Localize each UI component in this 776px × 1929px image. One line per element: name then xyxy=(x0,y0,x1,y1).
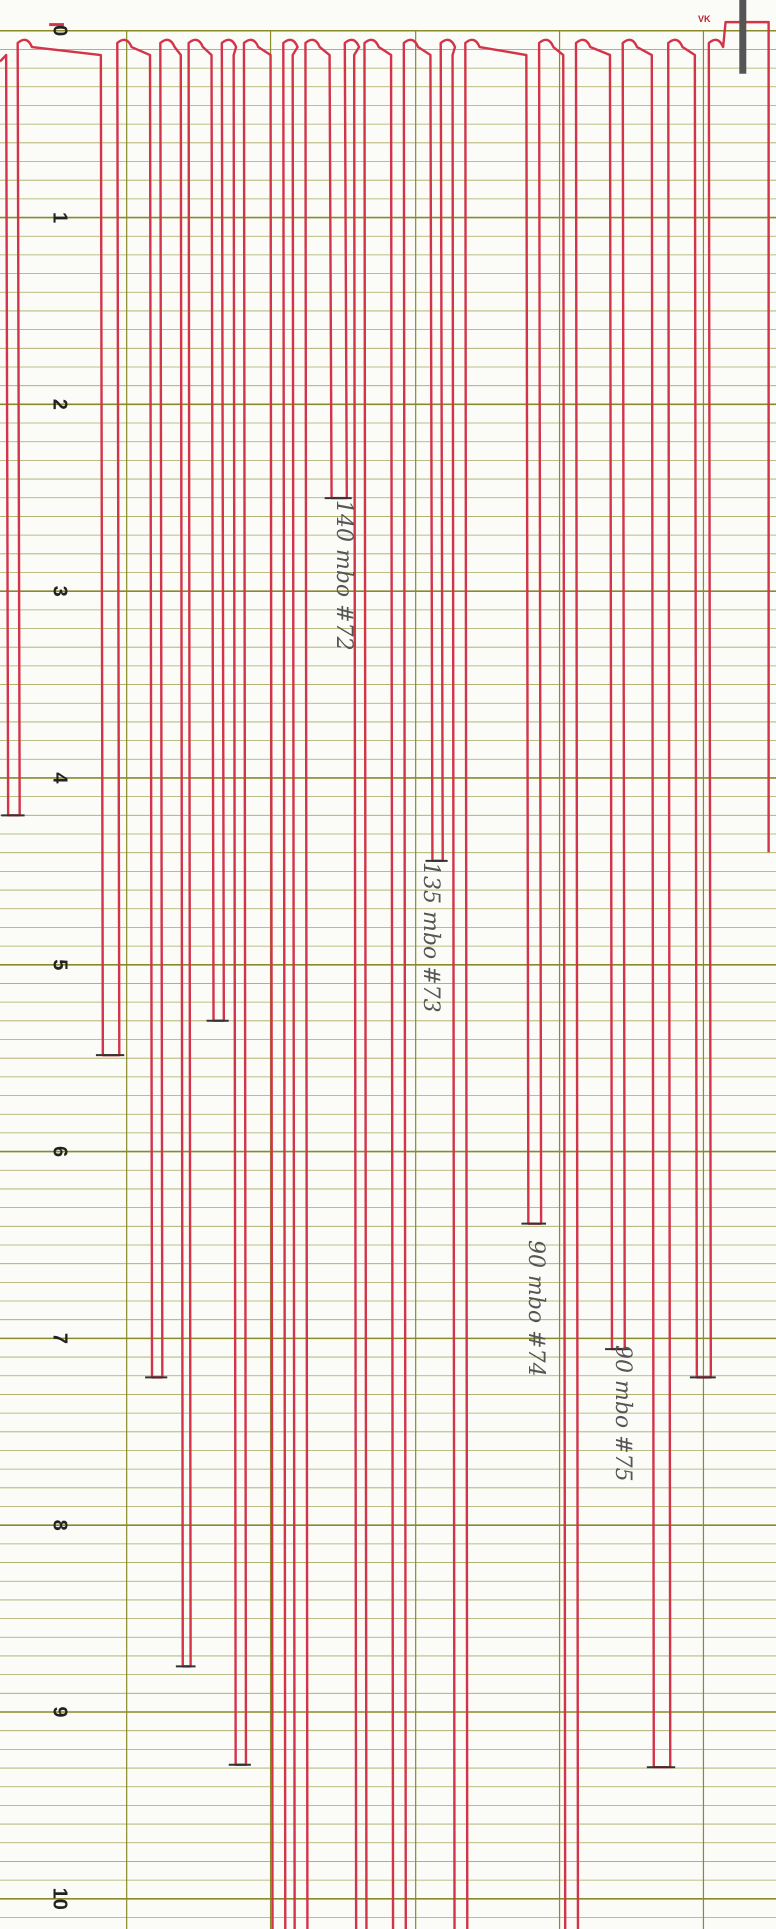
scale-label: 3 xyxy=(49,586,71,597)
scale-label: 2 xyxy=(49,399,71,410)
annotation: 135 mbo #73 xyxy=(418,862,443,1013)
grid xyxy=(0,29,776,1929)
corner-mark: VK xyxy=(698,14,711,24)
scale-label: 6 xyxy=(49,1146,71,1157)
annotation: 90 mbo #74 xyxy=(523,1240,548,1377)
annotation: 140 mbo #72 xyxy=(331,500,356,651)
scale-label: 7 xyxy=(49,1333,71,1344)
scale-label: 10 xyxy=(49,1888,71,1910)
scale-label: 0 xyxy=(49,25,71,36)
annotation: 90 mbo #75 xyxy=(610,1345,635,1482)
scale-labels: 0 1 2 3 4 5 6 7 8 9 10 xyxy=(49,25,71,1910)
scale-label: 1 xyxy=(49,212,71,223)
scale-label: 5 xyxy=(49,959,71,970)
scale-label: 9 xyxy=(49,1706,71,1717)
scale-label: 8 xyxy=(49,1520,71,1531)
scale-label: 4 xyxy=(49,772,71,784)
